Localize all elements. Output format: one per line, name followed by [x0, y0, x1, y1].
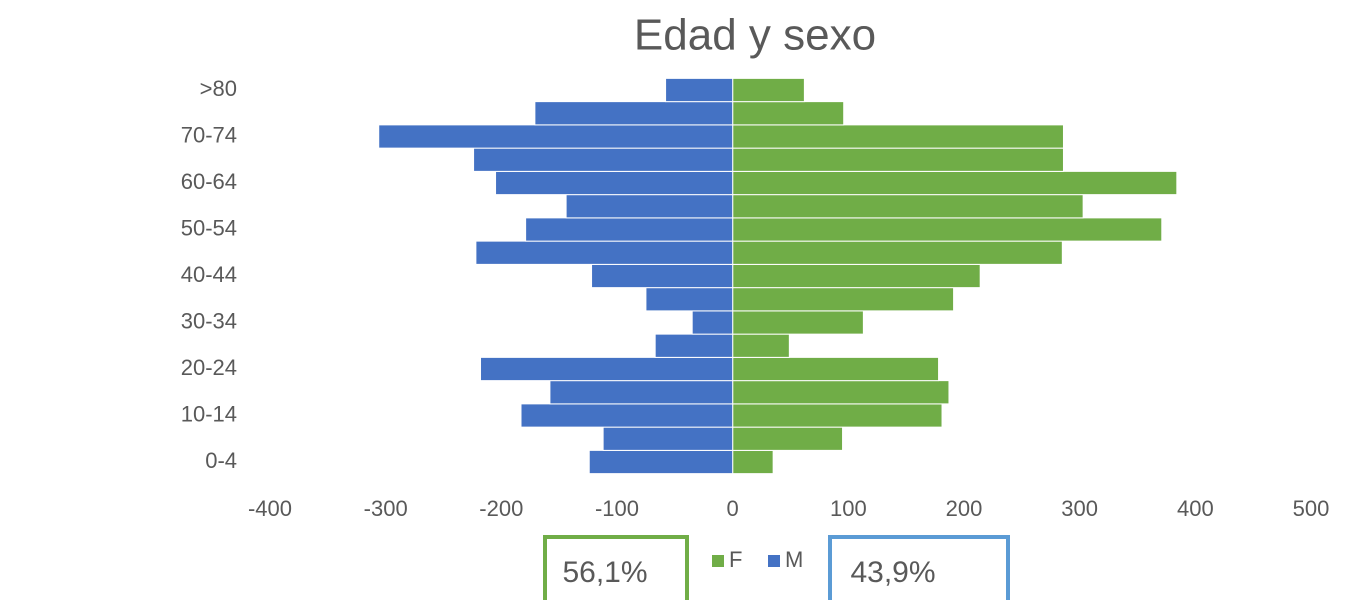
y-tick-label: 10-14	[181, 401, 237, 426]
bar	[732, 310, 864, 335]
y-tick-label: 0-4	[205, 448, 237, 473]
bar	[665, 77, 734, 103]
bar	[534, 101, 734, 126]
bar	[654, 333, 734, 358]
annotation-box	[828, 535, 1010, 600]
bar	[473, 147, 734, 172]
bar	[591, 263, 734, 289]
bar	[495, 170, 734, 196]
bar	[475, 240, 734, 265]
legend-label: M	[785, 547, 803, 572]
bar	[588, 449, 734, 475]
bar	[732, 333, 790, 358]
legend-swatch	[768, 555, 780, 567]
bar	[645, 287, 734, 312]
bar	[732, 194, 1084, 219]
y-tick-label: 30-34	[181, 308, 237, 333]
bar	[691, 310, 734, 335]
bar	[520, 403, 734, 428]
bar	[732, 287, 955, 312]
bar	[732, 101, 845, 126]
annotation: 43,9%	[850, 556, 935, 589]
bar	[732, 170, 1178, 196]
x-tick-label: -200	[479, 496, 523, 521]
bar	[565, 194, 734, 219]
bar	[732, 263, 981, 289]
legend-swatch	[712, 555, 724, 567]
bar	[732, 240, 1063, 265]
bar	[732, 380, 950, 405]
x-tick-label: 500	[1293, 496, 1330, 521]
x-tick-label: 100	[830, 496, 867, 521]
bar	[525, 217, 734, 242]
x-tick-label: 0	[727, 496, 739, 521]
bar	[732, 449, 774, 475]
annotation-box	[543, 535, 689, 600]
y-tick-label: 20-24	[181, 355, 237, 380]
x-tick-label: -400	[248, 496, 292, 521]
bar	[732, 403, 943, 428]
y-tick-label: >80	[200, 76, 237, 101]
y-tick-label: 70-74	[181, 122, 237, 147]
bar	[732, 147, 1064, 172]
x-tick-label: -300	[364, 496, 408, 521]
y-tick-label: 40-44	[181, 262, 237, 287]
legend-label: F	[729, 547, 742, 572]
bar	[732, 356, 940, 382]
bar	[480, 356, 734, 382]
bar	[602, 426, 734, 451]
x-tick-label: -100	[595, 496, 639, 521]
bar	[549, 380, 734, 405]
chart-title: Edad y sexo	[634, 11, 876, 60]
y-tick-label: 50-54	[181, 215, 237, 240]
bar	[732, 124, 1064, 149]
bar	[732, 77, 805, 103]
x-tick-label: 200	[946, 496, 983, 521]
x-tick-label: 300	[1061, 496, 1098, 521]
x-tick-label: 400	[1177, 496, 1214, 521]
bar	[732, 426, 844, 451]
y-tick-label: 60-64	[181, 169, 237, 194]
bar	[732, 217, 1163, 242]
annotation: 56,1%	[562, 556, 647, 589]
bar	[378, 124, 734, 149]
